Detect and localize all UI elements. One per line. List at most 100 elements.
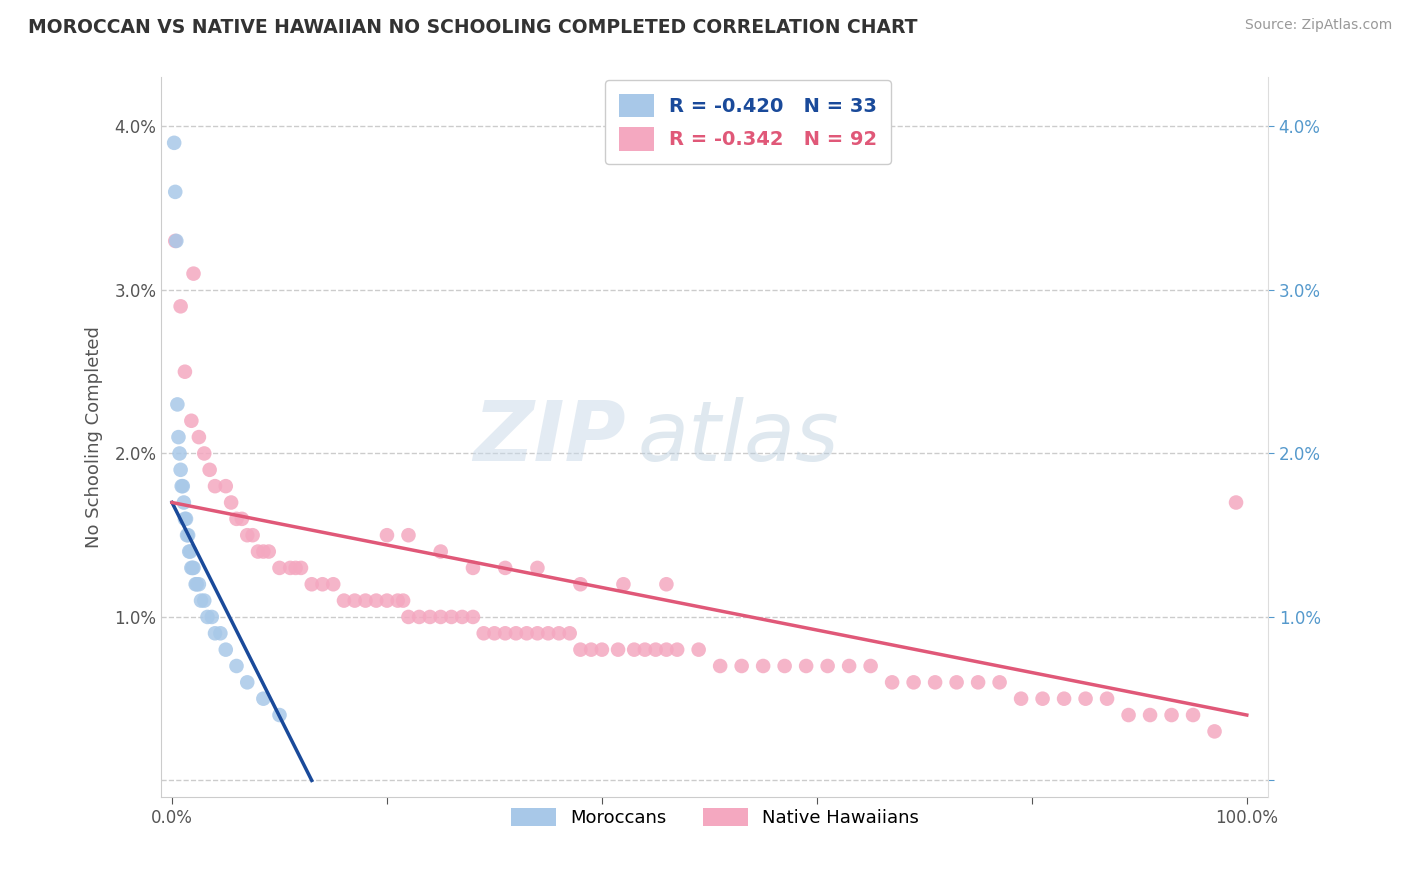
Point <box>290 561 312 575</box>
Point <box>179 544 201 558</box>
Point <box>688 642 710 657</box>
Point <box>558 626 581 640</box>
Point <box>375 593 398 607</box>
Point <box>172 479 194 493</box>
Point <box>1225 495 1247 509</box>
Point <box>193 593 215 607</box>
Point <box>440 610 463 624</box>
Point <box>236 528 259 542</box>
Point <box>166 397 188 411</box>
Point <box>252 544 274 558</box>
Point <box>429 610 451 624</box>
Point <box>859 659 882 673</box>
Point <box>398 528 420 542</box>
Point <box>176 528 198 542</box>
Point <box>209 626 232 640</box>
Point <box>967 675 990 690</box>
Point <box>838 659 860 673</box>
Point <box>903 675 925 690</box>
Point <box>612 577 634 591</box>
Point <box>174 512 197 526</box>
Point <box>817 659 839 673</box>
Text: Source: ZipAtlas.com: Source: ZipAtlas.com <box>1244 18 1392 32</box>
Point <box>169 299 191 313</box>
Point <box>187 430 209 444</box>
Point <box>505 626 527 640</box>
Point <box>301 577 323 591</box>
Point <box>607 642 630 657</box>
Point <box>1053 691 1076 706</box>
Point <box>461 561 484 575</box>
Point <box>494 561 516 575</box>
Point <box>179 544 201 558</box>
Point <box>429 544 451 558</box>
Point <box>169 446 191 460</box>
Point <box>190 593 212 607</box>
Point <box>173 495 195 509</box>
Point <box>516 626 538 640</box>
Point <box>174 512 197 526</box>
Point <box>484 626 506 640</box>
Point <box>278 561 301 575</box>
Point <box>579 642 602 657</box>
Point <box>1032 691 1054 706</box>
Point <box>252 691 274 706</box>
Point <box>451 610 474 624</box>
Y-axis label: No Schooling Completed: No Schooling Completed <box>86 326 103 548</box>
Point <box>526 626 548 640</box>
Point <box>174 365 197 379</box>
Point <box>1095 691 1118 706</box>
Point <box>988 675 1011 690</box>
Point <box>186 577 208 591</box>
Point <box>1118 708 1140 723</box>
Point <box>180 561 202 575</box>
Point <box>882 675 904 690</box>
Point <box>387 593 409 607</box>
Point <box>569 642 592 657</box>
Point <box>284 561 307 575</box>
Point <box>225 659 247 673</box>
Point <box>183 561 205 575</box>
Point <box>167 430 190 444</box>
Point <box>644 642 666 657</box>
Point <box>204 626 226 640</box>
Point <box>1160 708 1182 723</box>
Point <box>752 659 775 673</box>
Point <box>269 708 291 723</box>
Point <box>392 593 415 607</box>
Text: ZIP: ZIP <box>474 397 626 477</box>
Text: atlas: atlas <box>637 397 839 477</box>
Point <box>193 446 215 460</box>
Point <box>623 642 645 657</box>
Point <box>215 642 238 657</box>
Point <box>231 512 253 526</box>
Point <box>257 544 280 558</box>
Point <box>1074 691 1097 706</box>
Point <box>343 593 366 607</box>
Point <box>634 642 657 657</box>
Point <box>419 610 441 624</box>
Legend: Moroccans, Native Hawaiians: Moroccans, Native Hawaiians <box>503 801 927 835</box>
Point <box>169 463 191 477</box>
Point <box>219 495 242 509</box>
Point <box>225 512 247 526</box>
Text: MOROCCAN VS NATIVE HAWAIIAN NO SCHOOLING COMPLETED CORRELATION CHART: MOROCCAN VS NATIVE HAWAIIAN NO SCHOOLING… <box>28 18 918 37</box>
Point <box>569 577 592 591</box>
Point <box>408 610 430 624</box>
Point <box>730 659 752 673</box>
Point <box>242 528 264 542</box>
Point <box>170 479 193 493</box>
Point <box>180 414 202 428</box>
Point <box>472 626 495 640</box>
Point <box>945 675 967 690</box>
Point <box>354 593 377 607</box>
Point <box>1204 724 1226 739</box>
Point <box>655 577 678 591</box>
Point <box>655 642 678 657</box>
Point <box>333 593 356 607</box>
Point <box>924 675 946 690</box>
Point <box>461 610 484 624</box>
Point <box>794 659 817 673</box>
Point <box>215 479 238 493</box>
Point <box>198 463 221 477</box>
